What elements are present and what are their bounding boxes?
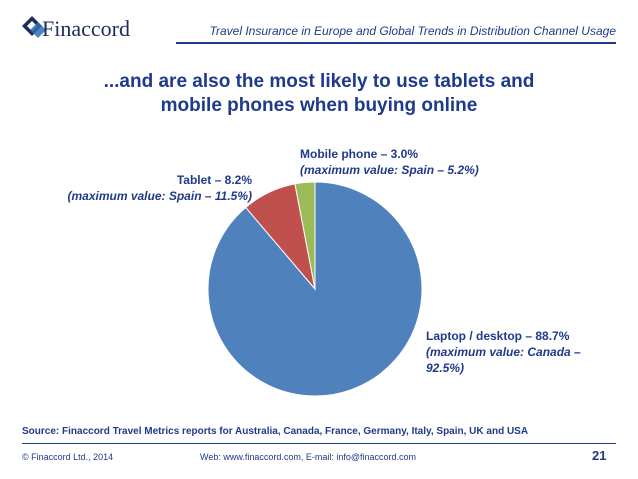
footer-divider [22,443,616,444]
finaccord-logo [22,16,46,38]
report-title: Travel Insurance in Europe and Global Tr… [209,24,616,38]
slide-title-line-1: ...and are also the most likely to use t… [103,71,535,92]
web-contact: Web: www.finaccord.com, E-mail: info@fin… [200,452,417,462]
brand-name: Finaccord [42,16,130,41]
page-number: 21 [592,448,607,463]
slide-title: ...and are also the most likely to use t… [20,70,618,118]
diamond-logo-icon [22,16,46,38]
label-mobile-phone: Mobile phone – 3.0% (maximum value: Spai… [300,146,479,178]
label-tablet-sub: (maximum value: Spain – 11.5%) [67,189,252,203]
label-laptop-desktop: Laptop / desktop – 88.7% (maximum value:… [426,328,606,376]
label-mobile-phone-sub: (maximum value: Spain – 5.2%) [300,163,479,177]
copyright: © Finaccord Ltd., 2014 [22,452,114,462]
slide-title-line-2: mobile phones when buying online [160,95,478,116]
label-laptop-main: Laptop / desktop – 88.7% [426,329,570,343]
label-tablet: Tablet – 8.2% (maximum value: Spain – 11… [60,172,252,204]
source-note: Source: Finaccord Travel Metrics reports… [22,426,529,437]
label-tablet-main: Tablet – 8.2% [176,173,252,187]
label-mobile-phone-main: Mobile phone – 3.0% [300,147,419,161]
header-divider [176,42,616,44]
pie-slices [207,181,423,397]
pie-slice-laptop-desktop [207,181,423,397]
pie-slice-mobile-phone [294,181,316,290]
label-laptop-sub: (maximum value: Canada – 92.5%) [426,345,581,375]
